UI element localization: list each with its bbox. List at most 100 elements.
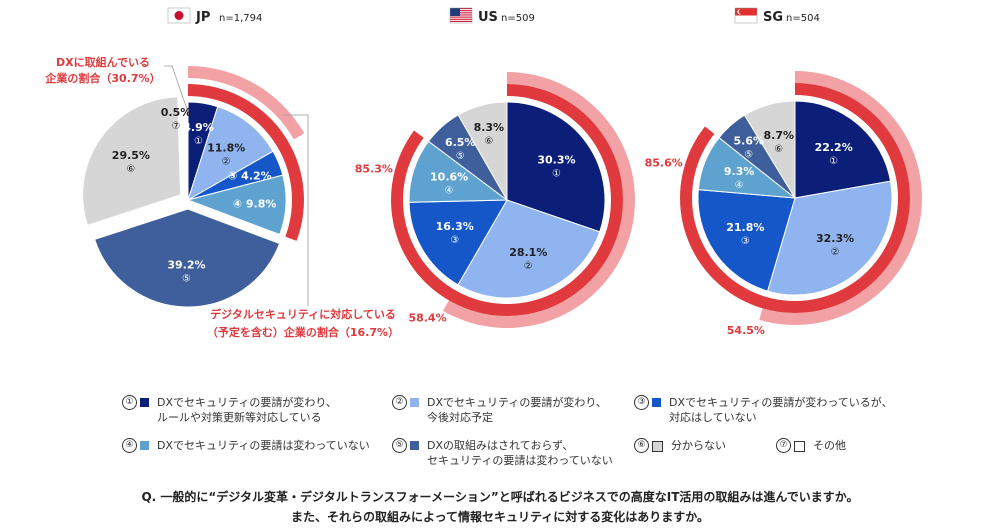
data-label: 21.8% <box>726 221 764 234</box>
flag-border <box>449 7 473 24</box>
legend-label: DXでセキュリティの要請が変わり、 ルールや対策更新等対応している <box>157 395 337 425</box>
legend-label-line: 対応はしていない <box>669 411 757 424</box>
usa-flag <box>449 7 473 24</box>
data-label: 32.3% <box>816 232 854 245</box>
n-label-us: n=509 <box>501 13 535 24</box>
data-label: 16.3% <box>436 220 474 233</box>
security-share-ring <box>188 66 305 140</box>
data-label: 5.6% <box>734 135 765 148</box>
data-label-id: ⑥ <box>774 144 783 155</box>
legend-number: ⑦ <box>776 438 791 453</box>
legend-number: ③ <box>634 395 649 410</box>
legend-number: ② <box>392 395 407 410</box>
security-share-label: 54.5% <box>727 324 765 337</box>
data-label-id: ④ <box>735 180 744 191</box>
singapore-flag <box>734 7 758 24</box>
data-label: 4.9% <box>183 121 214 134</box>
legend-label-line: セキュリティの要請は変わっていない <box>427 454 613 467</box>
pie-slice-6 <box>457 101 508 202</box>
data-label-id: ⑥ <box>484 136 493 147</box>
dx-share-ring <box>188 84 304 241</box>
legend-label: その他 <box>813 438 846 453</box>
legend-item-5: ⑤ DXの取組みはされておらず、セキュリティの要請は変わっていない <box>392 438 613 468</box>
legend-number: ⑤ <box>392 438 407 453</box>
question-line-1: Q. 一般的に“デジタル変革・デジタルトランスフォーメーション”と呼ばれるビジネ… <box>141 490 859 504</box>
legend-label: 分からない <box>671 438 726 453</box>
pie-us <box>390 72 635 328</box>
pie-slice-4 <box>186 174 287 236</box>
data-label: 9.3% <box>724 165 755 178</box>
legend-label-line: その他 <box>813 439 846 452</box>
pie-sg <box>679 71 922 325</box>
data-label-id: ⑤ <box>456 151 465 162</box>
country-label-sg: SG <box>763 10 783 25</box>
legend-item-6: ⑥ 分からない <box>634 438 726 453</box>
flag-stripe <box>450 18 472 20</box>
data-label-id: ② <box>524 261 533 272</box>
flag-bottom <box>735 15 757 23</box>
dx-share-label: 85.3% <box>355 162 393 175</box>
data-label-id: ③ <box>741 236 750 247</box>
legend-item-4: ④ DXでセキュリティの要請は変わっていない <box>122 438 370 453</box>
legend-number: ① <box>122 395 137 410</box>
data-label: 39.2% <box>167 259 205 272</box>
data-label-id: ⑥ <box>126 164 135 175</box>
legend-label: DXでセキュリティの要請は変わっていない <box>157 438 370 453</box>
data-label: 22.2% <box>815 141 853 154</box>
security-annotation-line-2: （予定を含む）企業の割合（16.7%） <box>207 325 399 339</box>
flag-stripe <box>450 16 472 18</box>
data-label: 29.5% <box>112 149 150 162</box>
security-annotation-leader <box>283 114 309 306</box>
legend-label-line: ルールや対策更新等対応している <box>157 411 322 424</box>
question-line-2: また、それらの取組みによって情報セキュリティに対する変化はありますか。 <box>290 510 710 524</box>
data-label-id: ③ <box>450 235 459 246</box>
dx-annotation-line-2: 企業の割合（30.7%） <box>44 71 160 85</box>
country-label-us: US <box>478 10 498 25</box>
data-label: 30.3% <box>537 154 575 167</box>
data-label-id: ① <box>194 136 203 147</box>
legend-swatch <box>410 441 419 450</box>
flag-moon-cut <box>738 9 744 15</box>
legend-label-line: DXの取組みはされておらず、 <box>427 439 574 452</box>
flag-stripe <box>450 8 472 10</box>
legend-item-2: ② DXでセキュリティの要請が変わり、 今後対応予定 <box>392 395 607 425</box>
n-label-jp: n=1,794 <box>219 13 262 24</box>
legend-swatch <box>410 398 419 407</box>
pie-slice-5 <box>94 208 281 308</box>
data-label: 28.1% <box>509 246 547 259</box>
legend-label-line: DXでセキュリティの要請は変わっていない <box>157 439 370 452</box>
pie-slice-3 <box>408 199 508 286</box>
legend-label: DXでセキュリティの要請が変わり、 今後対応予定 <box>427 395 607 425</box>
flag-border <box>734 7 758 24</box>
pie-slice-6 <box>82 96 182 226</box>
security-annotation-line-1: デジタルセキュリティに対応している <box>210 307 396 321</box>
legend-swatch <box>140 398 149 407</box>
data-label-id: ② <box>831 247 840 258</box>
flag-stripe <box>450 14 472 16</box>
flag-disc <box>174 11 184 20</box>
n-label-sg: n=504 <box>786 13 820 24</box>
data-label: ③ 4.2% <box>228 170 272 183</box>
legend-swatch <box>652 441 663 452</box>
japan-flag <box>167 7 191 24</box>
pie-slice-1 <box>506 101 606 233</box>
flag-stripe <box>450 10 472 12</box>
dx-annotation-line-1: DXに取組んでいる <box>56 55 150 69</box>
data-label-id: ① <box>829 156 838 167</box>
legend-label-line: 今後対応予定 <box>427 411 493 424</box>
pie-slice-2 <box>766 180 893 296</box>
legend-label-line: DXでセキュリティの要請が変わり、 <box>157 396 337 409</box>
data-label-id: ⑦ <box>172 121 181 132</box>
data-label: 0.5% <box>161 106 192 119</box>
data-label-id: ⑤ <box>182 274 191 285</box>
security-share-label: 58.4% <box>408 312 446 325</box>
pie-slice-1 <box>794 100 892 199</box>
data-label: 8.7% <box>763 129 794 142</box>
legend-label-line: 分からない <box>671 439 726 452</box>
dx-share-label: 85.6% <box>645 157 683 170</box>
legend-item-7: ⑦ その他 <box>776 438 846 453</box>
flag-stripe <box>450 12 472 14</box>
legend-label-line: DXでセキュリティの要請が変わり、 <box>427 396 607 409</box>
pie-slice-6 <box>743 100 796 200</box>
legend-item-1: ① DXでセキュリティの要請が変わり、 ルールや対策更新等対応している <box>122 395 337 425</box>
